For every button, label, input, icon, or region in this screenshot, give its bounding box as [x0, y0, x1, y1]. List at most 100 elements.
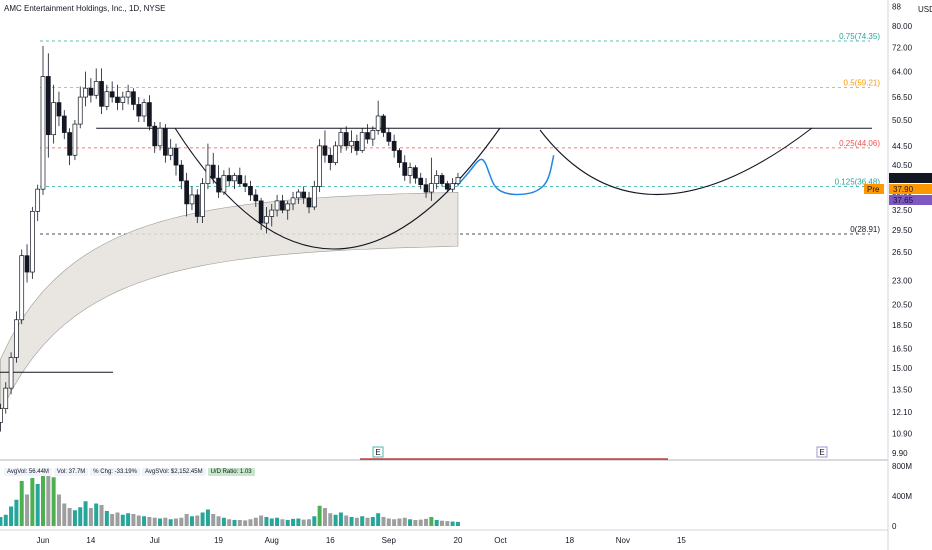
candle[interactable] [61, 110, 67, 140]
candle[interactable] [184, 172, 189, 217]
candles[interactable] [0, 45, 461, 432]
candle[interactable] [14, 311, 19, 363]
candle[interactable] [301, 186, 307, 204]
earnings-marker [816, 446, 828, 458]
candle[interactable] [3, 382, 9, 414]
volume-bar [56, 494, 61, 526]
candle[interactable] [375, 100, 381, 135]
candle[interactable] [253, 189, 259, 207]
candle[interactable] [226, 167, 232, 187]
candle[interactable] [168, 139, 174, 161]
candle[interactable] [333, 141, 338, 166]
candle[interactable] [136, 97, 142, 123]
candle[interactable] [125, 84, 131, 105]
candle[interactable] [370, 126, 376, 146]
candle[interactable] [67, 128, 72, 166]
candle[interactable] [131, 88, 136, 111]
candle[interactable] [359, 128, 365, 153]
candle[interactable] [163, 124, 168, 163]
candle[interactable] [429, 157, 434, 201]
candle[interactable] [72, 120, 78, 161]
y-tick-label: 88 [892, 3, 901, 12]
candle[interactable] [104, 84, 110, 111]
candle[interactable] [381, 114, 386, 137]
volume-bar [120, 514, 125, 526]
candle[interactable] [455, 172, 461, 187]
candle[interactable] [397, 148, 402, 168]
candle[interactable] [189, 186, 195, 211]
candle[interactable] [338, 128, 344, 153]
candle[interactable] [216, 165, 221, 198]
candle[interactable] [280, 194, 285, 214]
candle[interactable] [402, 155, 408, 181]
candle[interactable] [45, 53, 51, 158]
candle[interactable] [386, 128, 392, 146]
candle[interactable] [210, 152, 216, 184]
candle[interactable] [221, 170, 227, 195]
candle[interactable] [237, 167, 243, 187]
candle[interactable] [343, 126, 349, 151]
candle-body [216, 177, 221, 193]
candle[interactable] [322, 130, 328, 163]
candle[interactable] [285, 200, 291, 220]
candle[interactable] [19, 249, 25, 325]
candle[interactable] [434, 170, 440, 190]
candle[interactable] [56, 91, 62, 127]
candle[interactable] [418, 172, 424, 190]
candle[interactable] [306, 192, 312, 214]
candle[interactable] [141, 98, 147, 123]
candle[interactable] [35, 184, 41, 222]
candle[interactable] [194, 189, 200, 224]
candle[interactable] [248, 180, 253, 201]
candle[interactable] [173, 143, 179, 176]
candle[interactable] [354, 134, 360, 156]
candle[interactable] [413, 165, 418, 184]
candle[interactable] [423, 178, 429, 198]
volume-bar [259, 515, 264, 526]
candle[interactable] [24, 244, 30, 283]
candle[interactable] [40, 45, 46, 195]
candle[interactable] [88, 78, 94, 103]
candle[interactable] [152, 122, 158, 153]
x-tick-label: Oct [494, 536, 507, 545]
volume-bar [392, 519, 397, 526]
candle[interactable] [120, 91, 126, 111]
candle[interactable] [30, 206, 35, 279]
candle[interactable] [77, 86, 83, 129]
candle[interactable] [242, 175, 248, 193]
candle[interactable] [444, 180, 450, 193]
volume-bar [184, 514, 189, 526]
candle[interactable] [290, 192, 296, 211]
candle[interactable] [269, 203, 275, 227]
candle[interactable] [83, 71, 88, 107]
candle[interactable] [311, 180, 317, 211]
candle[interactable] [327, 148, 333, 171]
candle[interactable] [317, 139, 322, 193]
candle[interactable] [115, 84, 120, 111]
candle[interactable] [264, 206, 269, 234]
candle[interactable] [439, 172, 445, 187]
candle[interactable] [365, 124, 370, 144]
candle[interactable] [274, 194, 280, 217]
candle[interactable] [109, 81, 115, 103]
candle[interactable] [157, 122, 163, 151]
candle[interactable] [178, 160, 184, 190]
candle[interactable] [407, 162, 413, 184]
candle[interactable] [51, 84, 56, 144]
candle[interactable] [349, 130, 354, 153]
candle[interactable] [232, 172, 237, 190]
candle[interactable] [99, 68, 104, 115]
candle[interactable] [258, 197, 264, 230]
ud-ratio-stat: U/D Ratio: 1.03 [207, 468, 255, 476]
candle[interactable] [8, 352, 14, 395]
candle[interactable] [450, 178, 455, 193]
candle[interactable] [200, 178, 205, 224]
candle[interactable] [0, 403, 3, 432]
candle[interactable] [391, 134, 397, 158]
candle[interactable] [147, 95, 152, 131]
volume-bar [402, 517, 407, 526]
candle[interactable] [205, 143, 211, 190]
candle[interactable] [93, 68, 99, 99]
candle[interactable] [296, 189, 301, 204]
